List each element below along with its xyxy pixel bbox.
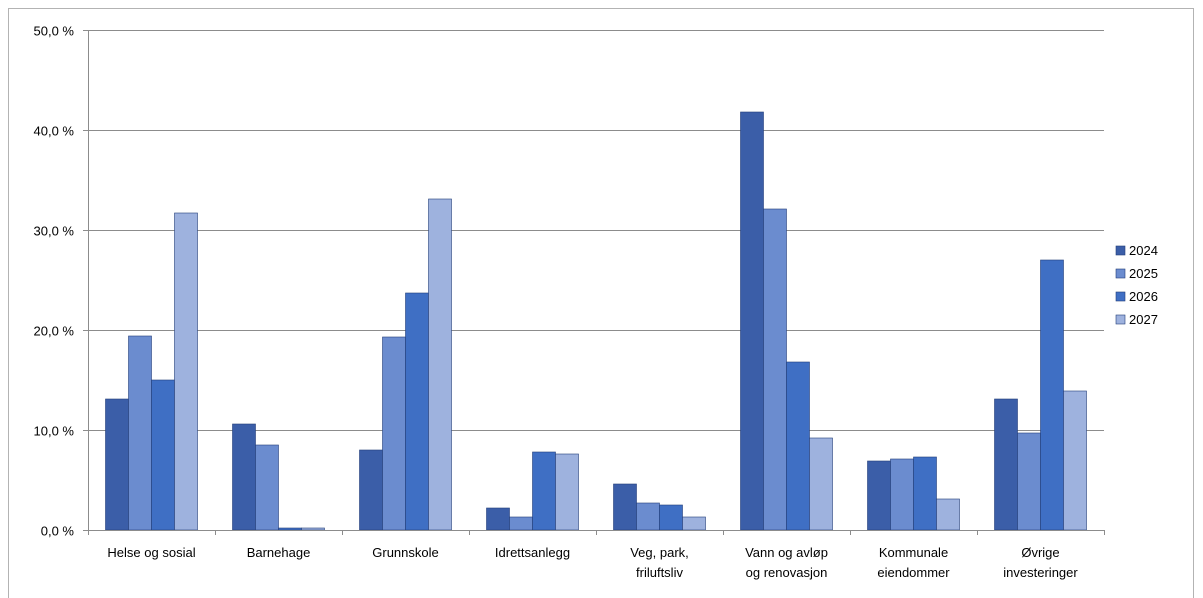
bar-2025 <box>382 336 406 531</box>
x-category-label: Idrettsanlegg <box>495 545 570 560</box>
legend-swatch-2026 <box>1115 291 1126 302</box>
x-category-label: Grunnskole <box>372 545 438 560</box>
bar-2027 <box>936 498 960 531</box>
bar-2024 <box>486 507 510 531</box>
chart-frame <box>8 8 1194 598</box>
legend-label-2024: 2024 <box>1129 243 1158 258</box>
x-category-label: Øvrige investeringer <box>1003 545 1078 580</box>
bar-2027 <box>301 527 325 531</box>
x-category-label: Kommunale eiendommer <box>877 545 950 580</box>
bar-2025 <box>509 516 533 531</box>
x-axis: Helse og sosial Barnehage Grunnskole Idrett… <box>88 530 1105 580</box>
y-tick-label: 30,0 % <box>34 224 75 239</box>
legend-swatch-2027 <box>1115 314 1126 325</box>
bar-2026 <box>278 527 302 531</box>
bars <box>105 111 1087 531</box>
bar-2026 <box>1040 259 1064 531</box>
bar-2025 <box>636 502 660 531</box>
y-tick-label: 0,0 % <box>41 524 75 539</box>
bar-2025 <box>763 208 787 531</box>
x-category-label: Barnehage <box>247 545 311 560</box>
bar-2027 <box>682 516 706 531</box>
gridlines <box>88 30 1104 431</box>
bar-2027 <box>555 453 579 531</box>
bar-2024 <box>613 483 637 531</box>
x-category-label: Veg, park, friluftsliv <box>630 545 689 580</box>
bar-2025 <box>1017 432 1041 531</box>
bar-2027 <box>174 212 198 531</box>
bar-2026 <box>532 451 556 531</box>
legend-label-2025: 2025 <box>1129 266 1158 281</box>
bar-2024 <box>232 423 256 531</box>
bar-2025 <box>255 444 279 531</box>
bar-2026 <box>151 379 175 531</box>
y-tick-label: 20,0 % <box>34 324 75 339</box>
x-category-label: Vann og avløp og renovasjon <box>745 545 828 580</box>
y-tick-label: 40,0 % <box>34 124 75 139</box>
bar-2026 <box>659 504 683 531</box>
legend-label-2026: 2026 <box>1129 289 1158 304</box>
legend-swatch-2025 <box>1115 268 1126 279</box>
bar-2024 <box>867 460 891 531</box>
legend-swatch-2024 <box>1115 245 1126 256</box>
legend-label-2027: 2027 <box>1129 312 1158 327</box>
y-axis: 0,0 % 10,0 % 20,0 % 30,0 % 40,0 % 50,0 % <box>34 24 89 539</box>
bar-2027 <box>809 437 833 531</box>
x-category-label: Helse og sosial <box>107 545 195 560</box>
bar-2024 <box>740 111 764 531</box>
y-tick-label: 10,0 % <box>34 424 75 439</box>
bar-2026 <box>786 361 810 531</box>
bar-2024 <box>994 398 1018 531</box>
bar-2024 <box>105 398 129 531</box>
bar-2026 <box>913 456 937 531</box>
bar-2027 <box>1063 390 1087 531</box>
bar-2026 <box>405 292 429 531</box>
bar-2027 <box>428 198 452 531</box>
bar-2024 <box>359 449 383 531</box>
bar-2025 <box>890 458 914 531</box>
y-tick-label: 50,0 % <box>34 24 75 39</box>
legend: 2024 2025 2026 2027 <box>1115 243 1158 327</box>
bar-2025 <box>128 335 152 531</box>
